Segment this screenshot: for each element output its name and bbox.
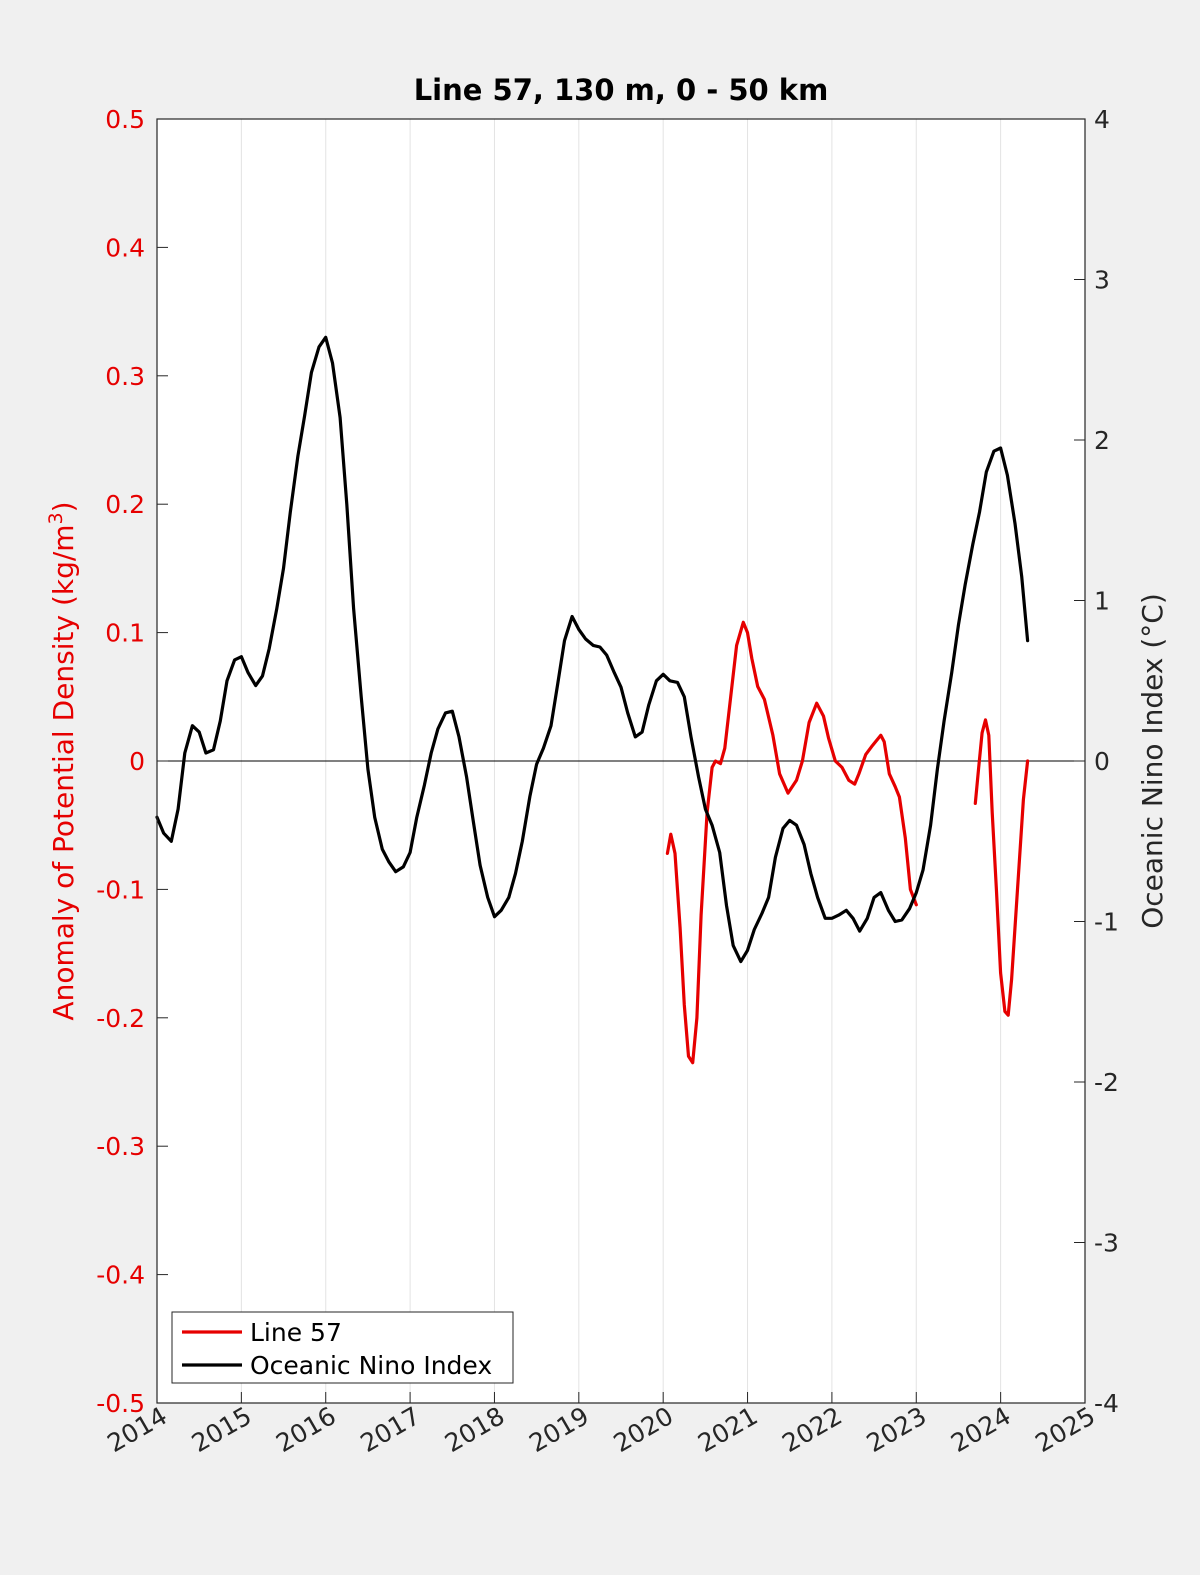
x-tick-label: 2021 bbox=[693, 1401, 763, 1458]
y-left-tick-label: -0.4 bbox=[96, 1261, 145, 1290]
x-tick-label: 2022 bbox=[777, 1401, 847, 1458]
y-right-tick-label: -2 bbox=[1094, 1068, 1119, 1097]
y-right-tick-label: 1 bbox=[1094, 587, 1110, 616]
chart-title: Line 57, 130 m, 0 - 50 km bbox=[414, 73, 829, 107]
legend-label-oni: Oceanic Nino Index bbox=[250, 1351, 492, 1380]
series-oceanic-nino-index-segment-0 bbox=[155, 335, 1030, 964]
x-tick-label: 2020 bbox=[609, 1401, 679, 1458]
series-line-57-segment-1 bbox=[973, 718, 1030, 1017]
x-tick-label: 2018 bbox=[440, 1401, 510, 1458]
x-tick-label: 2019 bbox=[524, 1401, 594, 1458]
y-right-tick-label: -4 bbox=[1094, 1389, 1119, 1418]
y-left-tick-label: -0.2 bbox=[96, 1004, 145, 1033]
y-right-tick-label: 4 bbox=[1094, 105, 1110, 134]
y-right-tick-label: 3 bbox=[1094, 266, 1110, 295]
y-left-tick-label: 0.2 bbox=[105, 490, 145, 519]
legend: Line 57 Oceanic Nino Index bbox=[171, 1311, 514, 1384]
y-left-tick-label: 0.3 bbox=[105, 362, 145, 391]
y-left-tick-label: -0.5 bbox=[96, 1389, 145, 1418]
x-tick-label: 2016 bbox=[271, 1401, 341, 1458]
y-right-tick-label: 2 bbox=[1094, 426, 1110, 455]
y-right-tick-label: -3 bbox=[1094, 1229, 1119, 1258]
y-left-tick-label: 0.4 bbox=[105, 233, 145, 262]
left-axis: -0.5 -0.4 -0.3 -0.2 -0.1 0 0.1 0.2 0.3 0.4 0.5 bbox=[96, 105, 168, 1418]
x-tick-label: 2023 bbox=[862, 1401, 932, 1458]
legend-label-line-57: Line 57 bbox=[250, 1318, 342, 1347]
legend-box bbox=[171, 1311, 514, 1384]
y-axis-right-label: Oceanic Nino Index (°C) bbox=[1136, 593, 1169, 929]
y-left-tick-label: -0.3 bbox=[96, 1132, 145, 1161]
x-tick-label: 2024 bbox=[946, 1401, 1016, 1458]
series-layer bbox=[155, 335, 1030, 1065]
y-axis-left-label: Anomaly of Potential Density (kg/m3) bbox=[45, 501, 80, 1020]
y-left-tick-label: 0.1 bbox=[105, 619, 145, 648]
x-tick-label: 2017 bbox=[355, 1401, 425, 1458]
y-left-tick-label: -0.1 bbox=[96, 875, 145, 904]
series-line-57-segment-0 bbox=[665, 620, 918, 1065]
x-tick-label: 2025 bbox=[1030, 1401, 1100, 1458]
right-axis: -4 -3 -2 -1 0 1 2 3 4 bbox=[1074, 105, 1119, 1418]
y-right-tick-label: -1 bbox=[1094, 908, 1119, 937]
x-tick-label: 2015 bbox=[187, 1401, 257, 1458]
y-left-tick-label: 0 bbox=[129, 747, 145, 776]
y-right-tick-label: 0 bbox=[1094, 747, 1110, 776]
y-left-tick-label: 0.5 bbox=[105, 105, 145, 134]
